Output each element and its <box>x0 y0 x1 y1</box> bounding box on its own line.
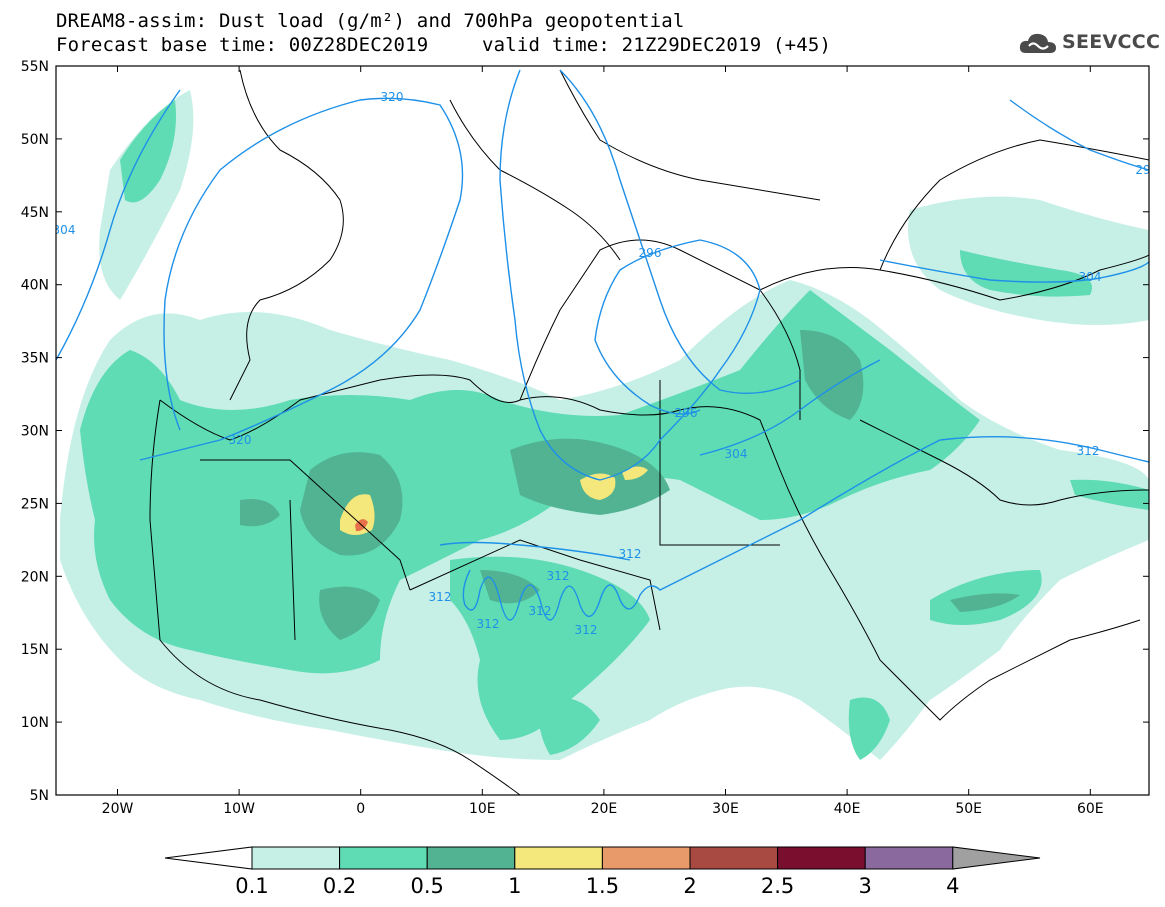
map-area: 320 320 304 296 296 304 304 312 312 312 … <box>53 66 1150 795</box>
colorbar-segment <box>864 846 954 870</box>
latitude-axis: 55N 50N 45N 40N 35N 30N 25N 20N 15N 10N 5N <box>21 59 1149 804</box>
valid-time: valid time: 21Z29DEC2019 (+45) <box>482 34 832 56</box>
lon-label: 20W <box>102 801 134 817</box>
colorbar-tick-label: 0.5 <box>410 874 443 898</box>
lat-label: 50N <box>21 132 49 148</box>
colorbar-segment <box>601 846 691 870</box>
colorbar: 0.1 0.2 0.5 1 1.5 2 2.5 3 4 <box>164 846 1041 898</box>
dust-layer-high <box>240 330 1020 640</box>
colorbar-tick-label: 0.2 <box>323 874 356 898</box>
dust-layer-peak <box>340 466 648 535</box>
lat-label: 40N <box>21 278 49 294</box>
colorbar-segment <box>339 846 428 870</box>
contour-label: 296 <box>639 246 662 260</box>
lon-label: 50E <box>955 801 982 817</box>
contour-label: 312 <box>477 617 500 631</box>
lon-label: 30E <box>712 801 739 817</box>
colorbar-right-arrow <box>952 846 1041 870</box>
lat-label: 15N <box>21 642 49 658</box>
lat-label: 10N <box>21 715 49 731</box>
lat-label: 35N <box>21 351 49 367</box>
contour-label: 296 <box>675 406 698 420</box>
colorbar-left-arrow <box>164 846 253 870</box>
map-title: DREAM8-assim: Dust load (g/m²) and 700hP… <box>56 10 685 32</box>
colorbar-segment <box>251 846 341 870</box>
dust-layer-medium <box>80 100 1149 760</box>
contour-label: 304 <box>53 223 76 237</box>
contour-label: 320 <box>229 433 252 447</box>
colorbar-segment <box>777 846 866 870</box>
colorbar-segment <box>426 846 516 870</box>
lat-label: 25N <box>21 496 49 512</box>
contour-label: 304 <box>725 447 748 461</box>
contour-label: 312 <box>575 623 598 637</box>
lat-label: 45N <box>21 205 49 221</box>
lon-label: 10E <box>469 801 496 817</box>
contour-label: 304 <box>1079 270 1102 284</box>
colorbar-segment <box>689 846 779 870</box>
lat-label: 55N <box>21 59 49 75</box>
lon-label: 60E <box>1077 801 1104 817</box>
seevccc-logo: SEEVCCC <box>1018 28 1160 56</box>
contour-label: 312 <box>1077 444 1100 458</box>
contour-label: 312 <box>429 590 452 604</box>
logo-text: SEEVCCC <box>1062 31 1161 53</box>
dust-layer-light <box>60 90 1149 760</box>
map-frame <box>55 65 1150 796</box>
lon-label: 10W <box>223 801 255 817</box>
colorbar-tick-label: 2.5 <box>761 874 794 898</box>
lat-label: 30N <box>21 424 49 440</box>
contour-label: 320 <box>381 90 404 104</box>
contour-label: 312 <box>547 569 570 583</box>
colorbar-tick-label: 1.5 <box>586 874 619 898</box>
colorbar-tick-label: 3 <box>859 874 872 898</box>
lat-label: 5N <box>30 788 49 804</box>
colorbar-tick-label: 1 <box>508 874 521 898</box>
contour-label: 312 <box>619 547 642 561</box>
contour-labels: 320 320 304 296 296 304 304 312 312 312 … <box>53 90 1150 637</box>
colorbar-segment <box>514 846 603 870</box>
geopotential-contours <box>56 69 1149 621</box>
forecast-base-time: Forecast base time: 00Z28DEC2019 <box>56 34 429 56</box>
longitude-axis: 20W 10W 0 10E 20E 30E 40E 50E 60E <box>102 66 1104 817</box>
lon-label: 20E <box>591 801 618 817</box>
coastlines <box>149 69 1149 795</box>
colorbar-tick-label: 0.1 <box>235 874 268 898</box>
contour-label: 312 <box>529 604 552 618</box>
colorbar-tick-label: 4 <box>946 874 959 898</box>
lon-label: 40E <box>834 801 861 817</box>
cloud-icon <box>1019 33 1056 53</box>
lon-label: 0 <box>356 801 365 817</box>
colorbar-tick-label: 2 <box>683 874 696 898</box>
lat-label: 20N <box>21 569 49 585</box>
contour-label: 29 <box>1135 163 1150 177</box>
